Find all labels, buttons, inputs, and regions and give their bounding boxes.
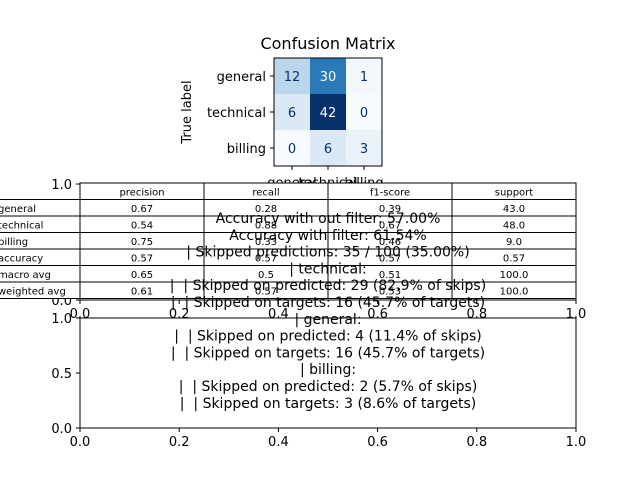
summary-line: | Skipped predictions: 35 / 100 (35.00%) <box>186 245 469 261</box>
table-cell-value: 0.75 <box>131 237 153 248</box>
table-column-header: support <box>495 187 533 198</box>
heatmap-cell-value: 6 <box>324 142 332 157</box>
summary-line: | technical: <box>289 261 367 277</box>
table-cell-value: 0.67 <box>131 204 153 215</box>
table-cell-value: 0.57 <box>503 253 525 264</box>
table-row-label: accuracy <box>0 253 43 264</box>
table-column-header: precision <box>119 187 164 198</box>
table-row-label: macro avg <box>0 270 51 281</box>
table-cell-value: 0.5 <box>258 270 274 281</box>
summary-line: Accuracy with filter: 61.54% <box>229 228 426 244</box>
y-tick-label: 1.0 <box>51 178 72 193</box>
classification-report-table: precision recall f1-score support general 0.6… <box>0 182 577 299</box>
table-cell-value: 0.46 <box>379 237 401 248</box>
heatmap-cell <box>346 94 382 130</box>
confusion-matrix-cells: 12 30 1 6 42 0 0 6 3 <box>274 58 382 166</box>
heatmap-cell <box>274 130 310 166</box>
x-tick-label: 1.0 <box>566 435 587 450</box>
summary-line: | | Skipped on targets: 16 (45.7% of tar… <box>171 295 485 311</box>
heatmap-cell <box>346 58 382 94</box>
table-cell-value: 0.53 <box>379 286 401 297</box>
summary-text: Accuracy with out filter: 57.00%Accuracy… <box>170 211 486 412</box>
heatmap-cell <box>274 94 310 130</box>
heatmap-cell-value: 3 <box>360 142 368 157</box>
confusion-matrix-title: Confusion Matrix <box>260 34 395 53</box>
table-cell-value: 0.88 <box>255 220 277 231</box>
heatmap-cell <box>310 94 346 130</box>
heatmap-cell-value: 30 <box>320 70 337 85</box>
summary-line: Accuracy with out filter: 57.00% <box>216 211 441 227</box>
text-axes-ticks: 0.0 0.2 0.4 0.6 0.8 1.0 0.0 0.5 1.0 <box>51 312 586 450</box>
x-tick-label: 0.8 <box>466 435 487 450</box>
table-cell-value: 0.33 <box>255 237 277 248</box>
summary-line: | general: <box>294 312 361 328</box>
y-tick-label: 0.5 <box>51 367 72 382</box>
confusion-matrix-ylabel: True label <box>180 80 195 144</box>
table-cell-value: 100.0 <box>500 286 529 297</box>
table-cell-value: 0.61 <box>131 286 153 297</box>
text-axes: 0.0 0.2 0.4 0.6 0.8 1.0 0.0 0.5 1.0 <box>51 312 586 450</box>
table-cell-value: 0.28 <box>255 204 277 215</box>
heatmap-cell-value: 1 <box>360 70 368 85</box>
table-column-header: f1-score <box>370 187 410 198</box>
summary-line: | billing: <box>300 362 356 378</box>
confusion-matrix: Confusion Matrix True label 12 30 1 6 42 0 0 6 3… <box>180 34 396 191</box>
heatmap-cell <box>346 130 382 166</box>
table-row-label: general <box>0 204 36 215</box>
summary-line: | | Skipped on targets: 16 (45.7% of tar… <box>171 345 485 361</box>
table-cell-value: 100.0 <box>500 270 529 281</box>
heatmap-cell-value: 6 <box>288 106 296 121</box>
summary-line: | | Skipped on predicted: 4 (11.4% of sk… <box>174 329 481 345</box>
row-tick-label: billing <box>227 142 266 157</box>
table-cell-value: 0.54 <box>131 220 153 231</box>
x-tick-label: 0.2 <box>169 435 190 450</box>
summary-line: | | Skipped on predicted: 29 (82.9% of s… <box>170 278 486 294</box>
table-cell-value: 0.51 <box>379 270 401 281</box>
table-cell-value: 0.57 <box>131 253 153 264</box>
x-tick-label: 0.6 <box>367 435 388 450</box>
heatmap-cell-value: 0 <box>288 142 296 157</box>
table-cell-value: 0.57 <box>255 253 277 264</box>
table-cell-value: 9.0 <box>506 237 522 248</box>
heatmap-cell-value: 0 <box>360 106 368 121</box>
y-tick-label: 1.0 <box>51 312 72 327</box>
heatmap-cell <box>310 58 346 94</box>
table-cell-value: 0.57 <box>379 253 401 264</box>
heatmap-cell-value: 12 <box>284 70 301 85</box>
row-tick-label: general <box>217 70 266 85</box>
table-row-label: technical <box>0 220 43 231</box>
summary-line: | | Skipped on predicted: 2 (5.7% of ski… <box>179 379 478 395</box>
table-cell-value: 0.65 <box>131 270 153 281</box>
y-tick-label: 0.0 <box>51 422 72 437</box>
table-row-label: billing <box>0 237 28 248</box>
heatmap-cell <box>274 58 310 94</box>
confusion-matrix-row-labels: general technical billing <box>207 70 274 157</box>
heatmap-cell-value: 42 <box>320 106 337 121</box>
summary-line: | | Skipped on targets: 3 (8.6% of targe… <box>180 396 476 412</box>
row-tick-label: technical <box>207 106 266 121</box>
table-cell <box>451 281 577 299</box>
heatmap-cell <box>310 130 346 166</box>
x-tick-label: 0.4 <box>268 435 289 450</box>
table-column-header: recall <box>252 187 279 198</box>
table-cell-value: 48.0 <box>503 220 525 231</box>
table-cell-value: 0.67 <box>379 220 401 231</box>
table-cell-value: 43.0 <box>503 204 525 215</box>
x-tick-label: 0.0 <box>70 435 91 450</box>
table-row-label: weighted avg <box>0 286 66 297</box>
table-cell-value: 0.39 <box>379 204 401 215</box>
table-cell-value: 0.57 <box>255 286 277 297</box>
